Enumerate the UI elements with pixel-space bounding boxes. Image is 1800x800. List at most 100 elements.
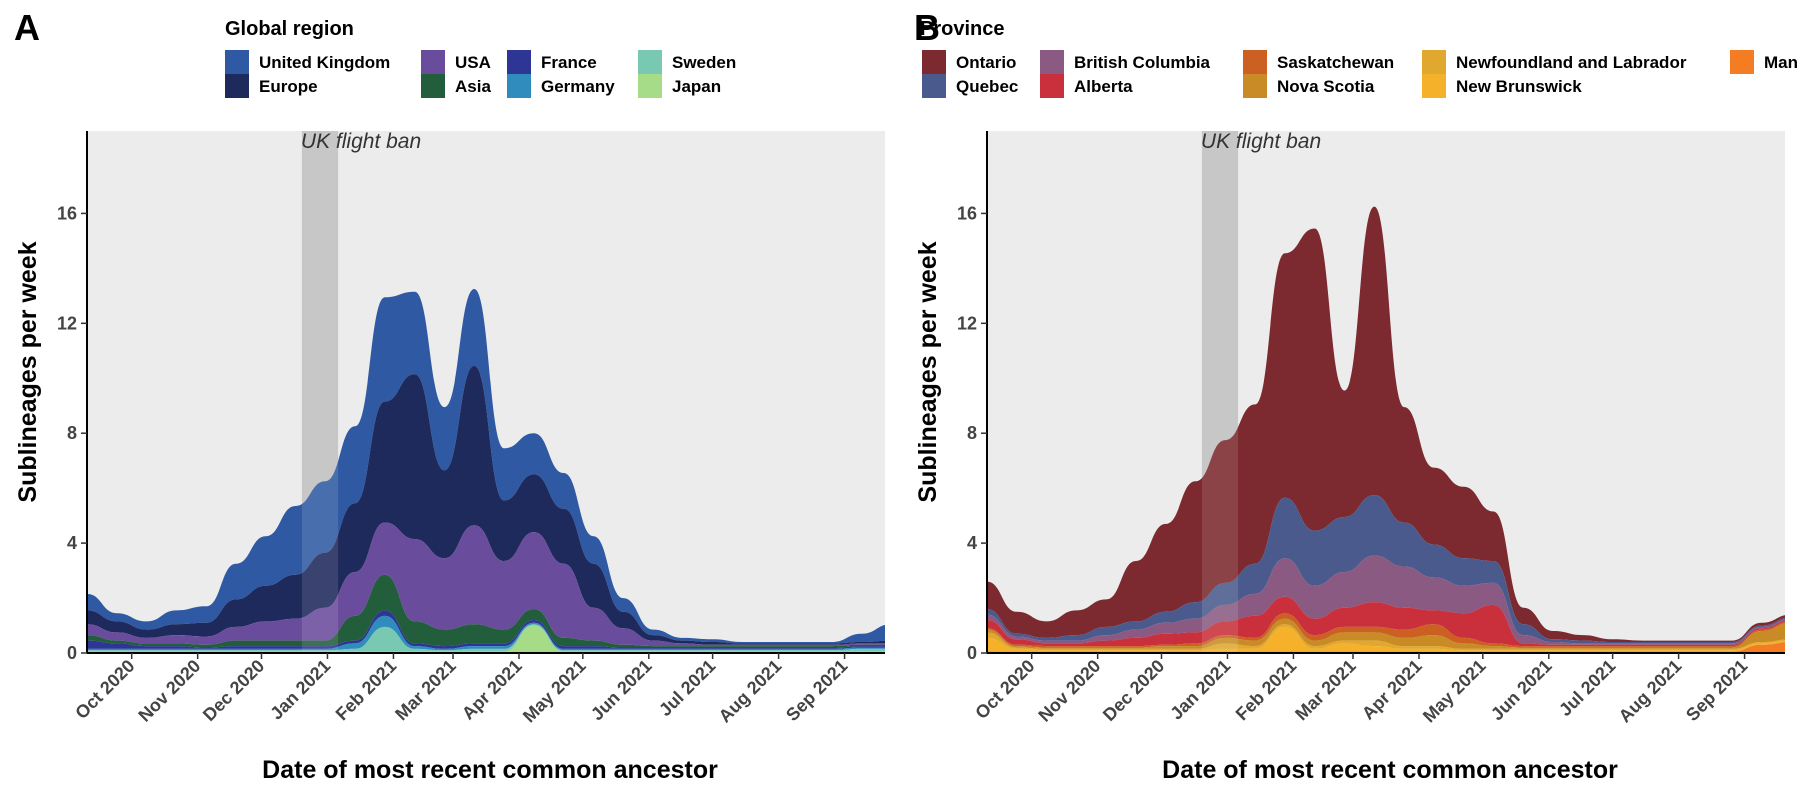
panel-a-areas: [87, 289, 885, 653]
panel-b-legend-item-newfoundland-and-labrador: Newfoundland and Labrador: [1422, 50, 1687, 74]
panel-b-y-tick-label: 16: [957, 203, 977, 223]
panel-a-x-tick-label: Jul 2021: [655, 656, 719, 720]
panel-b-area-newfoundland-and-labrador: [987, 624, 1785, 651]
panel-b-legend-swatch: [1730, 50, 1754, 74]
panel-a-area-asia: [87, 574, 885, 648]
panel-b-x-axis-title: Date of most recent common ancestor: [1162, 756, 1618, 784]
panel-b-x-tick-label: Aug 2021: [1615, 656, 1686, 727]
panel-a-y-tick-label: 4: [67, 533, 77, 553]
panel-b-x-tick-label: May 2021: [1419, 656, 1490, 727]
panel-a-legend-swatch: [421, 74, 445, 98]
panel-a-x-tick-label: Mar 2021: [391, 656, 460, 725]
panel-a-legend-item-germany: Germany: [507, 74, 615, 98]
panel-a-legend: Global region United Kingdom USA France Swe…: [225, 18, 736, 98]
panel-b-area-ontario: [987, 206, 1785, 642]
panel-a-x-tick-label: Nov 2020: [134, 656, 204, 726]
panel-a-legend-item-usa: USA: [421, 50, 491, 74]
panel-b-areas: [987, 206, 1785, 653]
panel-a-legend-item-europe: Europe: [225, 74, 318, 98]
panel-a-legend-swatch: [507, 74, 531, 98]
panel-a-legend-label: Europe: [259, 77, 318, 96]
panel-b-legend: Province Ontario British Columbia Saskatch…: [920, 18, 1798, 98]
panel-b-x-tick-label: Jul 2021: [1555, 656, 1619, 720]
panel-a-legend-swatch: [225, 50, 249, 74]
panel-a-area-usa: [87, 522, 885, 647]
panel-b-legend-label: Saskatchewan: [1277, 53, 1394, 72]
panel-b-legend-label: Quebec: [956, 77, 1018, 96]
panel-b-legend-swatch: [1040, 74, 1064, 98]
panel-b-legend-swatch: [922, 74, 946, 98]
panel-a-x-tick-label: May 2021: [519, 656, 590, 727]
panel-a-x-tick-label: Aug 2021: [715, 656, 786, 727]
panel-a-flight-ban-overlay: [301, 131, 339, 653]
panel-b-y-tick-label: 0: [967, 643, 977, 663]
panel-a: A Global region United Kingdom USA France S…: [14, 7, 885, 784]
panel-b-area-saskatchewan: [987, 613, 1785, 648]
panel-a-y-tick-label: 12: [57, 313, 77, 333]
panel-a-legend-label: United Kingdom: [259, 53, 390, 72]
panel-b-legend-item-alberta: Alberta: [1040, 74, 1133, 98]
panel-a-legend-label: France: [541, 53, 597, 72]
panel-b-x-tick-label: Jan 2021: [1166, 656, 1234, 724]
panel-a-legend-label: Japan: [672, 77, 721, 96]
panel-a-legend-label: Asia: [455, 77, 491, 96]
panel-b-x-tick-label: Feb 2021: [1232, 656, 1301, 725]
panel-a-flight-ban-label: UK flight ban: [301, 130, 421, 153]
panel-b-x-tick-label: Apr 2021: [1358, 656, 1426, 724]
panel-a-legend-title: Global region: [225, 18, 354, 40]
panel-b-flight-ban-label: UK flight ban: [1201, 130, 1321, 153]
panel-b-legend-label: Nova Scotia: [1277, 77, 1375, 96]
panel-a-legend-swatch: [638, 74, 662, 98]
panel-b: B Province Ontario British Columbia Saskat…: [914, 7, 1798, 784]
panel-a-legend-item-sweden: Sweden: [638, 50, 736, 74]
panel-b-legend-swatch: [1243, 50, 1267, 74]
panel-a-area-united-kingdom: [87, 289, 885, 644]
panel-b-y-tick-label: 4: [967, 533, 977, 553]
panel-a-x-tick-label: Jun 2021: [587, 656, 656, 725]
panel-a-y-tick-label: 0: [67, 643, 77, 663]
panel-a-legend-swatch: [638, 50, 662, 74]
panel-b-x-tick-label: Sep 2021: [1682, 656, 1751, 725]
panel-b-y-tick-label: 8: [967, 423, 977, 443]
panel-b-legend-label: Man: [1764, 53, 1798, 72]
panel-b-legend-label: Newfoundland and Labrador: [1456, 53, 1687, 72]
panel-a-legend-item-japan: Japan: [638, 74, 721, 98]
panel-b-x-tick-label: Dec 2020: [1099, 656, 1168, 725]
panel-a-y-axis-title: Sublineages per week: [14, 241, 42, 502]
panel-b-legend-item-nova-scotia: Nova Scotia: [1243, 74, 1375, 98]
panel-b-letter: B: [914, 7, 940, 48]
panel-a-legend-item-united-kingdom: United Kingdom: [225, 50, 390, 74]
panel-b-legend-item-british-columbia: British Columbia: [1040, 50, 1211, 74]
panel-a-letter: A: [14, 7, 40, 48]
panel-b-legend-swatch: [1422, 50, 1446, 74]
panel-b-legend-label: Alberta: [1074, 77, 1133, 96]
panel-b-area-alberta: [987, 596, 1785, 647]
panel-b-area-man: [987, 642, 1785, 653]
panel-b-legend-label: New Brunswick: [1456, 77, 1582, 96]
panel-a-legend-label: USA: [455, 53, 491, 72]
panel-b-legend-swatch: [922, 50, 946, 74]
panel-a-y-tick-label: 8: [67, 423, 77, 443]
panel-b-x-tick-label: Oct 2020: [971, 656, 1038, 723]
panel-b-legend-label: Ontario: [956, 53, 1016, 72]
panel-a-x-tick-label: Sep 2021: [782, 656, 851, 725]
panel-a-x-tick-label: Oct 2020: [71, 656, 138, 723]
panel-b-legend-label: British Columbia: [1074, 53, 1211, 72]
panel-b-legend-item-quebec: Quebec: [922, 74, 1018, 98]
panel-b-area-quebec: [987, 495, 1785, 644]
panel-b-y-tick-label: 12: [957, 313, 977, 333]
panel-a-x-axis-title: Date of most recent common ancestor: [262, 756, 718, 784]
panel-a-x-tick-label: Dec 2020: [199, 656, 268, 725]
panel-a-area-europe: [87, 365, 885, 645]
panel-a-x-tick-label: Feb 2021: [332, 656, 401, 725]
panel-b-legend-item-new-brunswick: New Brunswick: [1422, 74, 1582, 98]
panel-b-legend-swatch: [1422, 74, 1446, 98]
panel-b-legend-swatch: [1040, 50, 1064, 74]
panel-b-legend-item-man: Man: [1730, 50, 1798, 74]
panel-a-legend-swatch: [507, 50, 531, 74]
panel-a-x-tick-label: Jan 2021: [266, 656, 334, 724]
panel-b-legend-item-saskatchewan: Saskatchewan: [1243, 50, 1394, 74]
